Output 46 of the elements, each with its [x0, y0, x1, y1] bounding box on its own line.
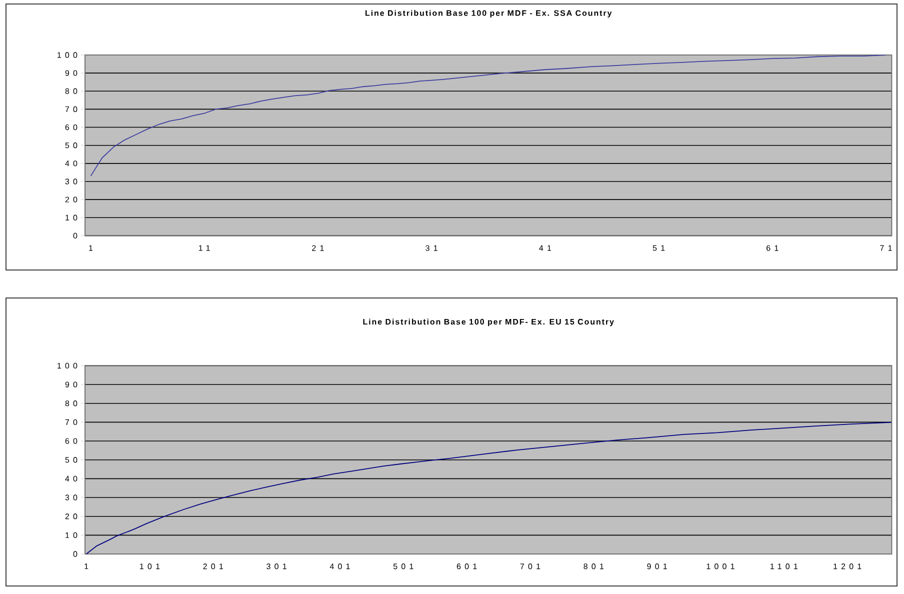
y-tick-label: 4 0	[65, 476, 78, 482]
x-tick-label: 9 0 1	[647, 564, 667, 570]
x-tick-label: 2 1	[312, 245, 324, 251]
x-tick-label: 7 0 1	[520, 564, 540, 570]
x-tick-label: 4 1	[539, 245, 552, 251]
y-tick-label: 0	[73, 551, 78, 557]
y-tick-label: 5 0	[65, 457, 78, 463]
x-tick-label: 1 2 0 1	[834, 564, 862, 570]
x-tick-label: 2 0 1	[203, 564, 223, 570]
x-tick-label: 3 0 1	[266, 564, 286, 570]
x-tick-label: 1	[89, 245, 93, 251]
x-tick-label: 1 0 0 1	[706, 564, 734, 570]
y-tick-label: 0	[73, 232, 78, 239]
y-tick-label: 5 0	[65, 142, 78, 148]
y-tick-label: 1 0	[66, 532, 78, 538]
x-tick-label: 7 1	[880, 245, 892, 251]
x-tick-label: 4 0 1	[330, 564, 350, 570]
y-tick-label: 3 0	[65, 494, 78, 500]
y-tick-label: 2 0	[65, 196, 78, 202]
y-tick-label: 8 0	[65, 88, 78, 94]
y-tick-label: 7 0	[65, 419, 78, 426]
y-tick-label: 6 0	[65, 438, 78, 444]
line-series	[86, 422, 892, 554]
x-tick-label: 1	[84, 564, 88, 570]
x-tick-label: 6 1	[766, 245, 778, 251]
x-tick-label: 3 1	[426, 245, 438, 251]
x-tick-label: 5 0 1	[393, 564, 414, 570]
x-tick-label: 5 1	[652, 245, 665, 251]
y-tick-label: 2 0	[65, 514, 78, 520]
y-tick-label: 9 0	[65, 382, 78, 388]
y-tick-label: 8 0	[65, 400, 78, 406]
x-tick-label: 1 1	[198, 245, 210, 251]
y-tick-label: 1 0 0	[58, 52, 78, 58]
y-tick-label: 4 0	[65, 160, 78, 166]
x-tick-label: 6 0 1	[456, 564, 477, 570]
y-tick-label: 9 0	[65, 70, 78, 76]
y-tick-label: 7 0	[65, 106, 78, 112]
y-tick-label: 1 0 0	[58, 362, 78, 369]
x-tick-label: 1 1 0 1	[770, 564, 798, 570]
y-tick-label: 1 0	[66, 214, 78, 220]
chart-title: Line Distribution Base 100 per MDF - Ex. SSA Country	[366, 10, 612, 18]
chart-title: Line Distribution Base 100 per MDF- Ex. EU 15 Country	[363, 318, 614, 326]
x-tick-label: 1 0 1	[140, 564, 160, 570]
x-tick-label: 8 0 1	[584, 564, 604, 570]
y-tick-label: 3 0	[65, 178, 78, 184]
y-tick-label: 6 0	[65, 124, 78, 130]
